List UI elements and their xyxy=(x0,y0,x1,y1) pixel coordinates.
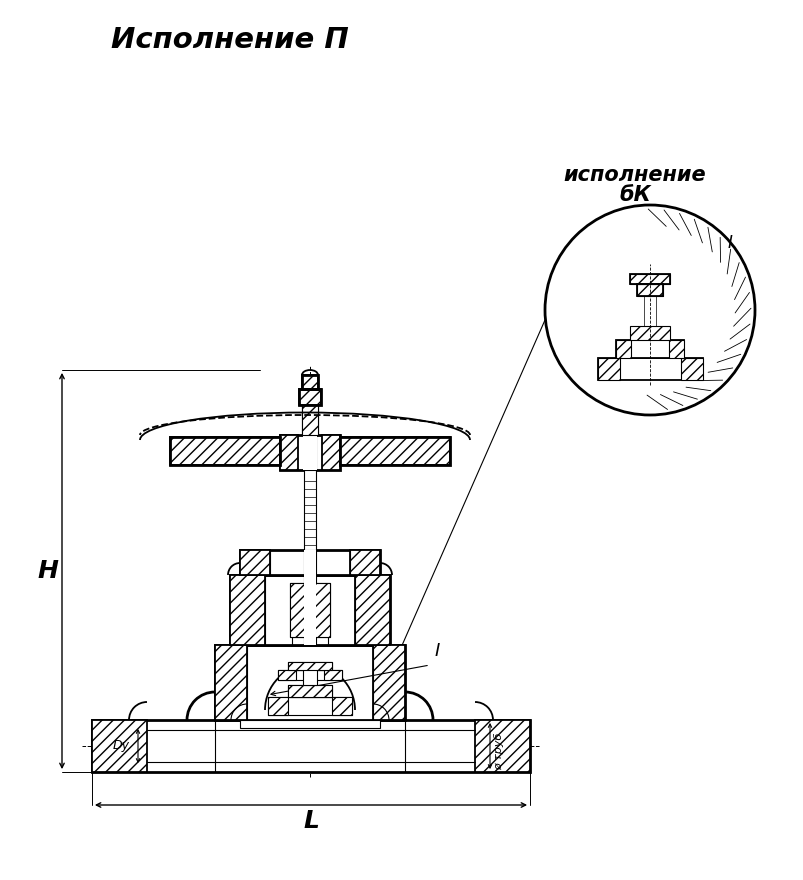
Text: Исполнение П: Исполнение П xyxy=(111,26,349,54)
Bar xyxy=(630,274,669,284)
Text: L: L xyxy=(303,809,319,833)
Bar xyxy=(240,720,380,728)
Bar xyxy=(303,435,316,470)
Bar xyxy=(321,435,340,470)
Bar xyxy=(615,340,683,358)
Bar xyxy=(230,575,389,645)
Bar xyxy=(643,296,655,326)
Bar xyxy=(299,389,320,405)
Text: исполнение: исполнение xyxy=(563,165,705,185)
Bar xyxy=(630,326,669,340)
Bar xyxy=(240,550,380,575)
Bar xyxy=(304,575,316,645)
Bar xyxy=(668,340,683,358)
Bar xyxy=(302,405,318,435)
Bar xyxy=(355,575,389,645)
Text: I: I xyxy=(727,234,732,252)
Bar xyxy=(630,274,669,284)
Bar xyxy=(332,697,352,715)
Bar xyxy=(475,720,529,772)
Bar xyxy=(302,375,318,389)
Bar xyxy=(340,437,450,465)
Bar xyxy=(92,720,147,772)
Text: ø труб: ø труб xyxy=(493,732,503,770)
Bar xyxy=(214,645,247,720)
Circle shape xyxy=(544,205,754,415)
Bar xyxy=(324,670,341,680)
Bar xyxy=(303,663,316,685)
Bar xyxy=(267,697,287,715)
Bar xyxy=(290,583,329,637)
Bar xyxy=(169,437,279,465)
Bar xyxy=(287,662,332,670)
Text: Dy: Dy xyxy=(113,739,130,752)
Bar xyxy=(299,389,320,405)
Bar xyxy=(373,645,405,720)
Bar xyxy=(214,645,405,720)
Bar xyxy=(680,358,702,380)
Bar xyxy=(349,550,380,575)
Bar xyxy=(240,550,270,575)
Bar xyxy=(302,375,318,389)
Bar xyxy=(597,358,619,380)
Bar xyxy=(169,437,279,465)
Bar xyxy=(278,670,296,680)
Bar xyxy=(279,435,298,470)
Text: Н: Н xyxy=(38,559,59,583)
Text: бК: бК xyxy=(618,185,650,205)
Bar xyxy=(340,437,450,465)
Bar xyxy=(279,435,340,470)
Bar xyxy=(92,720,529,772)
Bar xyxy=(304,550,316,575)
Bar xyxy=(615,340,630,358)
Bar xyxy=(636,284,662,296)
Bar xyxy=(230,575,265,645)
Bar xyxy=(287,685,332,697)
Text: I: I xyxy=(434,642,440,660)
Bar xyxy=(597,358,702,380)
Bar xyxy=(304,470,316,550)
Bar xyxy=(636,284,662,296)
